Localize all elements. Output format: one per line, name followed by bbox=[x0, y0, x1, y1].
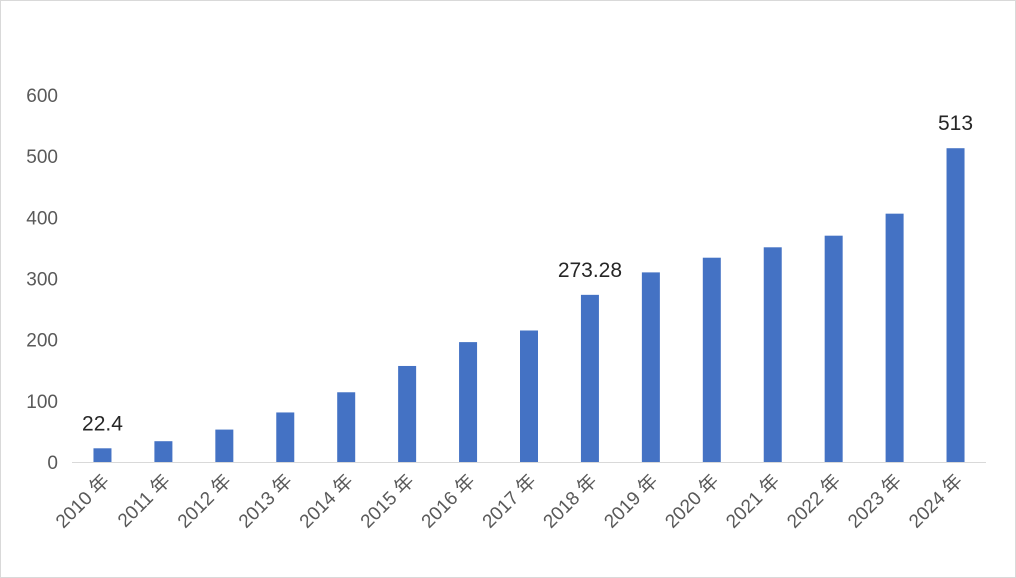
x-tick-label: 2014 年 bbox=[295, 470, 358, 533]
bar bbox=[337, 392, 356, 462]
y-tick-label: 600 bbox=[26, 86, 58, 107]
x-tick-label: 2018 年 bbox=[539, 470, 602, 533]
x-tick-label: 2024 年 bbox=[904, 470, 967, 533]
bars bbox=[93, 148, 965, 462]
bar bbox=[276, 412, 295, 462]
bar bbox=[824, 235, 843, 462]
x-tick-label: 2013 年 bbox=[234, 470, 297, 533]
x-axis-ticks: 2010 年 2011 年 2012 年 2013 年 2014 年 2015 年 2016… bbox=[51, 470, 967, 533]
x-tick-label: 2010 年 bbox=[51, 470, 114, 533]
x-tick-label: 2020 年 bbox=[661, 470, 724, 533]
x-tick-label: 2022 年 bbox=[783, 470, 846, 533]
x-tick-label: 2019 年 bbox=[600, 470, 663, 533]
y-tick-label: 100 bbox=[26, 392, 58, 413]
x-tick-label: 2021 年 bbox=[722, 470, 785, 533]
y-tick-label: 500 bbox=[26, 147, 58, 168]
bar bbox=[763, 247, 782, 462]
x-tick-label: 2023 年 bbox=[844, 470, 907, 533]
data-label: 513 bbox=[938, 112, 973, 135]
bar bbox=[641, 272, 660, 462]
x-tick-label: 2017 年 bbox=[478, 470, 541, 533]
bar bbox=[946, 148, 965, 462]
y-tick-label: 400 bbox=[26, 208, 58, 229]
bar bbox=[154, 441, 173, 462]
x-tick-label: 2012 年 bbox=[173, 470, 236, 533]
bar bbox=[520, 330, 538, 462]
x-tick-label: 2011 年 bbox=[113, 470, 175, 532]
bar bbox=[215, 429, 234, 462]
x-tick-label: 2016 年 bbox=[417, 470, 480, 533]
y-tick-label: 200 bbox=[26, 331, 58, 352]
data-label: 22.4 bbox=[82, 412, 123, 435]
y-axis-ticks: 0 100 200 300 400 500 600 bbox=[26, 86, 58, 474]
x-tick-label: 2015 年 bbox=[356, 470, 419, 533]
bar bbox=[93, 448, 112, 462]
bar bbox=[580, 294, 599, 462]
data-label: 273.28 bbox=[558, 259, 622, 282]
data-labels: 22.4 273.28 513 bbox=[82, 112, 973, 435]
y-tick-label: 0 bbox=[47, 453, 58, 474]
bar bbox=[702, 257, 721, 462]
bar bbox=[398, 365, 417, 462]
bar bbox=[459, 342, 478, 462]
bar bbox=[885, 213, 904, 462]
y-tick-label: 300 bbox=[26, 270, 58, 291]
